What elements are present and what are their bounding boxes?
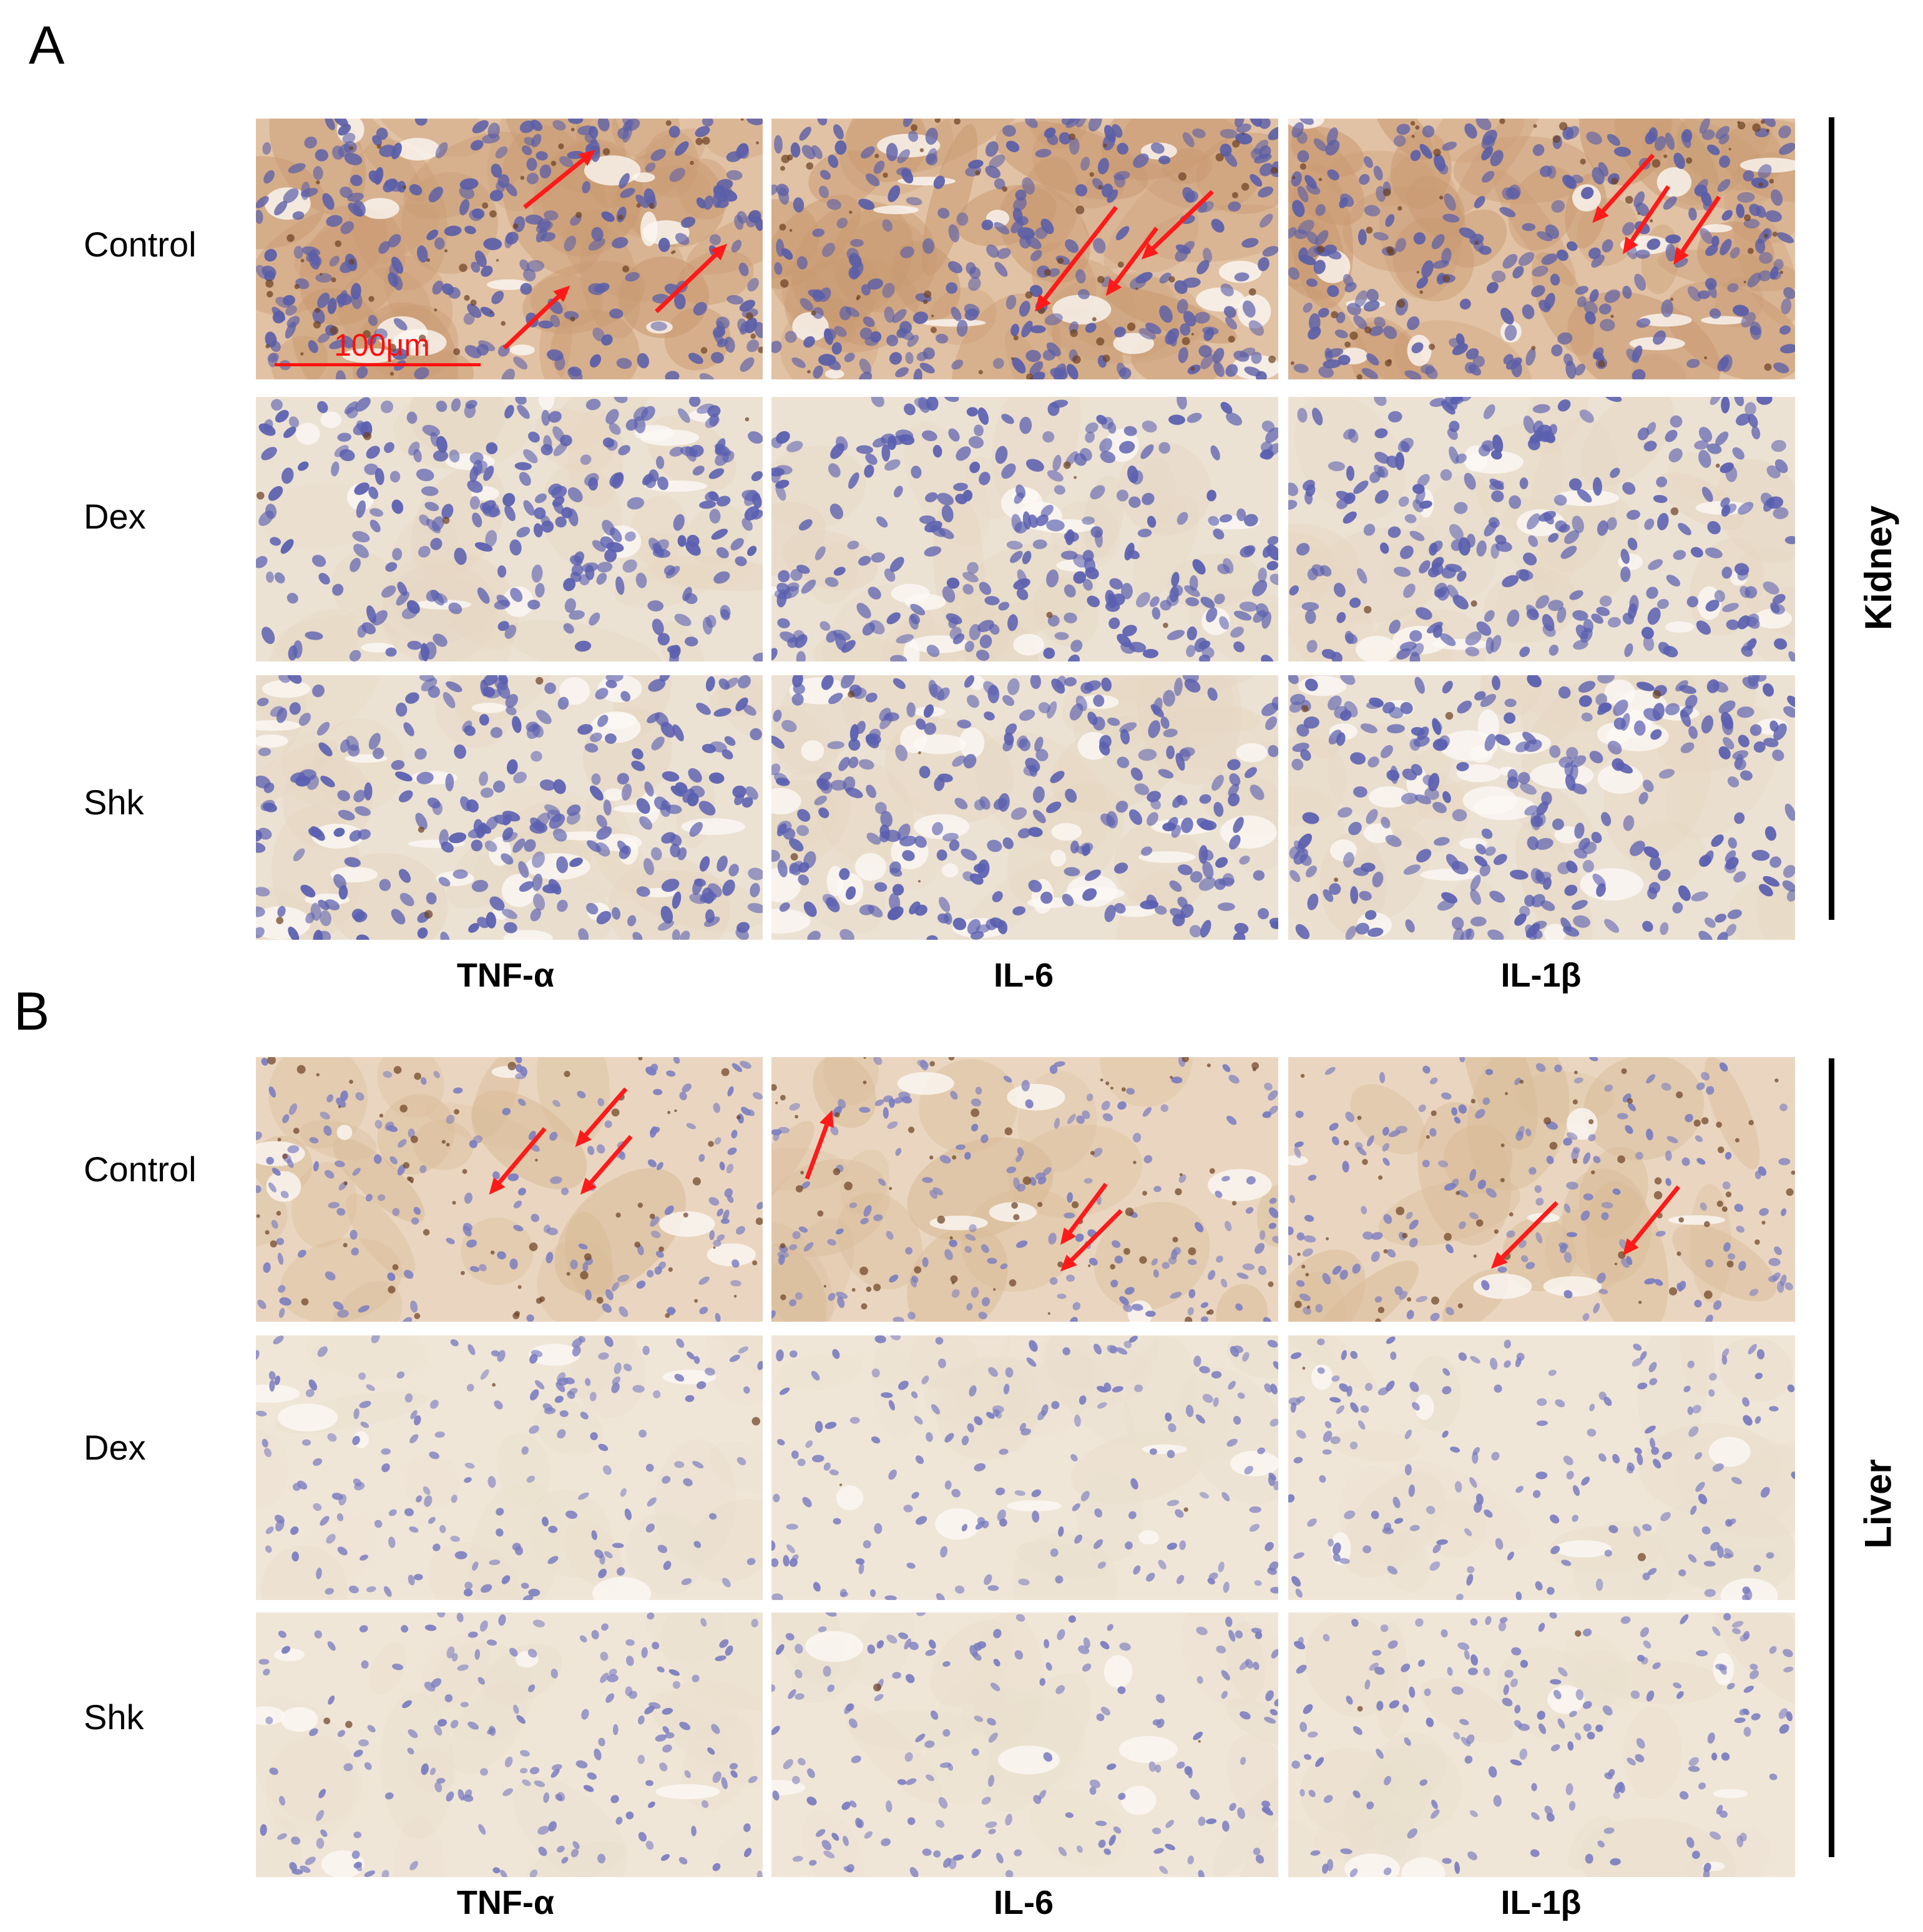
kidney-tile-r3-c2 — [771, 675, 1278, 940]
liver-bracket-bar — [1829, 1058, 1834, 1857]
kidney-tile-r1-c2 — [771, 119, 1278, 379]
red-arrowhead — [553, 285, 570, 303]
liver-tile-r2-c1 — [256, 1335, 763, 1600]
scale-bar-line — [275, 363, 481, 366]
col-label-tnf-a: TNF-α — [456, 957, 555, 994]
kidney-bracket-bar — [1829, 117, 1834, 920]
red-arrow — [1500, 1201, 1558, 1259]
red-arrowhead — [1592, 205, 1609, 223]
liver-tile-r1-c2 — [771, 1057, 1278, 1322]
red-arrowhead — [1673, 246, 1689, 265]
col-label-il1b-a: IL-1β — [1500, 957, 1582, 994]
kidney-tile-r3-c1 — [256, 675, 763, 940]
row-label-shk-a: Shk — [84, 783, 144, 822]
row-label-shk-b: Shk — [84, 1697, 144, 1737]
red-arrow — [589, 1134, 633, 1184]
liver-tile-r2-c2 — [771, 1335, 1278, 1600]
red-arrow — [1601, 154, 1655, 213]
red-arrow — [1630, 185, 1670, 242]
row-label-control-a: Control — [84, 225, 197, 264]
row-label-dex-b: Dex — [84, 1428, 146, 1467]
red-arrow — [655, 253, 717, 313]
kidney-tile-r3-c3 — [1288, 675, 1795, 940]
red-arrowhead — [489, 1177, 506, 1195]
col-label-il6-b: IL-6 — [993, 1884, 1054, 1921]
liver-tile-r3-c2 — [771, 1612, 1278, 1877]
red-arrowhead — [1060, 1254, 1077, 1272]
red-arrowhead — [1060, 1227, 1077, 1246]
panel-letter-b: B — [14, 982, 50, 1042]
red-arrow — [1631, 1185, 1680, 1245]
panel-letter-a: A — [29, 16, 65, 76]
red-arrowhead — [1105, 278, 1122, 296]
scale-bar-label: 100μm — [334, 328, 430, 363]
red-arrowhead — [580, 1177, 597, 1195]
red-arrow — [523, 158, 585, 209]
liver-tile-r2-c3 — [1288, 1335, 1795, 1600]
organ-label-liver: Liver — [1857, 1459, 1900, 1549]
red-arrow — [1680, 195, 1721, 253]
red-arrow — [1043, 205, 1118, 300]
red-arrowhead — [710, 243, 728, 261]
liver-tile-r3-c1 — [256, 1612, 763, 1877]
organ-label-kidney: Kidney — [1857, 505, 1900, 631]
kidney-tile-r2-c1 — [256, 397, 763, 661]
red-arrowhead — [1622, 237, 1638, 255]
liver-tile-r1-c3 — [1288, 1057, 1795, 1322]
red-arrowhead — [575, 1129, 592, 1148]
kidney-tile-r1-c3 — [1288, 119, 1795, 379]
col-label-il6-a: IL-6 — [993, 957, 1054, 994]
kidney-tile-r1-c1 — [256, 119, 763, 379]
liver-tile-r3-c3 — [1288, 1612, 1795, 1877]
red-arrow — [805, 1124, 829, 1180]
liver-tile-r1-c1 — [256, 1057, 763, 1322]
red-arrow — [1113, 227, 1158, 285]
col-label-il1b-b: IL-1β — [1500, 1884, 1582, 1921]
red-arrowhead — [820, 1110, 834, 1128]
red-arrow — [1070, 1209, 1123, 1262]
red-arrowhead — [1141, 243, 1158, 260]
col-label-tnf-b: TNF-α — [456, 1884, 555, 1921]
red-arrowhead — [578, 150, 596, 166]
red-arrow — [1068, 1183, 1108, 1234]
red-arrowhead — [1035, 294, 1051, 312]
red-arrow — [502, 295, 560, 350]
red-arrowhead — [1490, 1252, 1508, 1269]
red-arrow — [584, 1087, 628, 1136]
red-arrowhead — [1622, 1238, 1639, 1256]
row-label-control-b: Control — [84, 1149, 197, 1189]
red-arrow — [1152, 190, 1214, 250]
kidney-tile-r2-c2 — [771, 397, 1278, 661]
red-arrow — [497, 1127, 547, 1184]
row-label-dex-a: Dex — [84, 497, 146, 536]
kidney-tile-r2-c3 — [1288, 397, 1795, 661]
